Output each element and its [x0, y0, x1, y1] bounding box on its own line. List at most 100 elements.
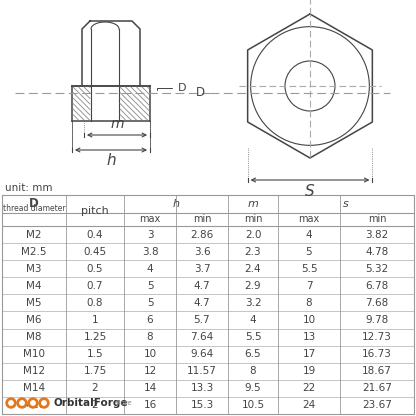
- Circle shape: [28, 398, 38, 408]
- Text: M10: M10: [23, 349, 45, 359]
- Text: 24: 24: [302, 401, 316, 411]
- Text: 10: 10: [144, 349, 156, 359]
- Text: pitch: pitch: [81, 206, 109, 215]
- Text: 13: 13: [302, 332, 316, 342]
- Text: 3.7: 3.7: [194, 264, 210, 274]
- Text: 8: 8: [147, 332, 154, 342]
- Text: 9.64: 9.64: [191, 349, 214, 359]
- Text: 21.67: 21.67: [362, 384, 392, 394]
- Text: M2.5: M2.5: [21, 247, 47, 257]
- Text: 2.4: 2.4: [245, 264, 261, 274]
- Text: 7: 7: [306, 281, 312, 291]
- Text: 18.67: 18.67: [362, 366, 392, 376]
- Text: 5.7: 5.7: [194, 315, 210, 325]
- Text: M4: M4: [26, 281, 42, 291]
- Text: store: store: [115, 400, 133, 406]
- Circle shape: [20, 401, 24, 405]
- Text: 14: 14: [144, 384, 157, 394]
- Text: M8: M8: [26, 332, 42, 342]
- Text: thread diameter: thread diameter: [2, 204, 65, 213]
- Text: 7.64: 7.64: [191, 332, 214, 342]
- Text: 4.7: 4.7: [194, 298, 210, 308]
- Text: 11.57: 11.57: [187, 366, 217, 376]
- Text: 6.5: 6.5: [245, 349, 261, 359]
- Text: 2.9: 2.9: [245, 281, 261, 291]
- Text: 1.75: 1.75: [83, 366, 106, 376]
- Text: 12.73: 12.73: [362, 332, 392, 342]
- Text: 4.7: 4.7: [194, 281, 210, 291]
- Text: 0.45: 0.45: [84, 247, 106, 257]
- Text: 16.73: 16.73: [362, 349, 392, 359]
- Text: 4: 4: [306, 230, 312, 240]
- Circle shape: [39, 398, 49, 408]
- Text: M14: M14: [23, 384, 45, 394]
- Text: 3.2: 3.2: [245, 298, 261, 308]
- Text: 2: 2: [92, 401, 98, 411]
- Text: 7.68: 7.68: [365, 298, 389, 308]
- Text: max: max: [298, 215, 319, 225]
- Text: 5.5: 5.5: [301, 264, 317, 274]
- Text: 5: 5: [306, 247, 312, 257]
- Text: M5: M5: [26, 298, 42, 308]
- Text: M12: M12: [23, 366, 45, 376]
- Text: s: s: [343, 199, 349, 209]
- Text: S: S: [305, 184, 315, 199]
- Text: 2.3: 2.3: [245, 247, 261, 257]
- Text: OrbitalForge: OrbitalForge: [53, 398, 127, 408]
- Text: 23.67: 23.67: [362, 401, 392, 411]
- Text: 17: 17: [302, 349, 316, 359]
- Circle shape: [9, 401, 13, 405]
- Text: 16: 16: [144, 401, 157, 411]
- Circle shape: [6, 398, 16, 408]
- Text: M16: M16: [23, 401, 45, 411]
- Text: 0.8: 0.8: [87, 298, 103, 308]
- Text: 3.82: 3.82: [365, 230, 389, 240]
- Text: max: max: [139, 215, 161, 225]
- Text: 9.78: 9.78: [365, 315, 389, 325]
- Text: 1.5: 1.5: [87, 349, 103, 359]
- Text: 5.32: 5.32: [365, 264, 389, 274]
- Text: 5: 5: [147, 281, 154, 291]
- Text: 3: 3: [147, 230, 154, 240]
- Text: 6: 6: [147, 315, 154, 325]
- Text: h: h: [173, 199, 179, 209]
- Text: 0.4: 0.4: [87, 230, 103, 240]
- Text: D: D: [29, 197, 39, 210]
- Text: 1: 1: [92, 315, 98, 325]
- Text: 15.3: 15.3: [191, 401, 214, 411]
- Text: 8: 8: [306, 298, 312, 308]
- Text: 6.78: 6.78: [365, 281, 389, 291]
- Text: 22: 22: [302, 384, 316, 394]
- Text: D: D: [157, 83, 186, 93]
- Text: 4: 4: [250, 315, 256, 325]
- Text: 4.78: 4.78: [365, 247, 389, 257]
- Text: m: m: [248, 199, 258, 209]
- Text: 2: 2: [92, 384, 98, 394]
- Text: 1.25: 1.25: [83, 332, 106, 342]
- Text: 5.5: 5.5: [245, 332, 261, 342]
- Text: 10.5: 10.5: [241, 401, 265, 411]
- Circle shape: [17, 398, 27, 408]
- Text: min: min: [193, 215, 211, 225]
- Circle shape: [42, 401, 46, 405]
- Text: 2.0: 2.0: [245, 230, 261, 240]
- Text: 0.7: 0.7: [87, 281, 103, 291]
- Text: h: h: [106, 153, 116, 168]
- Text: unit: mm: unit: mm: [5, 183, 52, 193]
- Text: min: min: [368, 215, 386, 225]
- Text: M6: M6: [26, 315, 42, 325]
- Text: D: D: [196, 87, 205, 99]
- Circle shape: [31, 401, 35, 405]
- Text: 0.5: 0.5: [87, 264, 103, 274]
- Text: 8: 8: [250, 366, 256, 376]
- Text: M3: M3: [26, 264, 42, 274]
- Text: 3.8: 3.8: [142, 247, 158, 257]
- Text: 10: 10: [302, 315, 316, 325]
- Text: M2: M2: [26, 230, 42, 240]
- Text: 2.86: 2.86: [191, 230, 214, 240]
- Text: 3.6: 3.6: [194, 247, 210, 257]
- Text: 9.5: 9.5: [245, 384, 261, 394]
- Text: 5: 5: [147, 298, 154, 308]
- Text: 4: 4: [147, 264, 154, 274]
- Text: 19: 19: [302, 366, 316, 376]
